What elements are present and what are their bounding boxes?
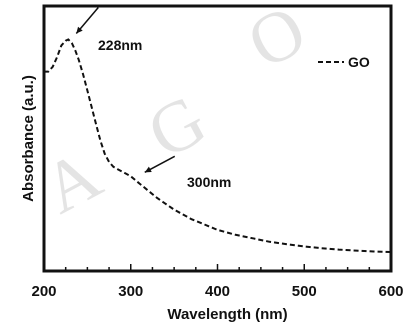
series-layer [44,38,392,253]
annotation-label: 228nm [98,37,142,53]
legend: GO [318,54,370,70]
x-tick-label: 300 [118,283,143,300]
watermark-letter: G [135,79,218,174]
x-tick-label: 400 [205,283,230,300]
x-tick-label: 600 [378,283,403,300]
watermark-letter: O [235,0,318,84]
y-axis-title: Absorbance (a.u.) [20,75,37,202]
watermark-letter: A [30,134,113,229]
plot-frame [42,4,393,273]
x-tick-label: 500 [292,283,317,300]
x-axis-ticks: 200 300 400 500 600 [31,264,404,300]
watermark: AGO [30,0,318,229]
x-tick-label: 200 [31,283,56,300]
annotation-label: 300nm [187,174,231,190]
annotation-arrow-head [76,26,83,34]
x-axis-title: Wavelength (nm) [167,306,287,323]
annotations: 228nm 300nm [75,6,231,190]
series-line-go [44,38,392,253]
legend-label: GO [348,54,370,70]
annotation-arrow-head [144,166,152,173]
